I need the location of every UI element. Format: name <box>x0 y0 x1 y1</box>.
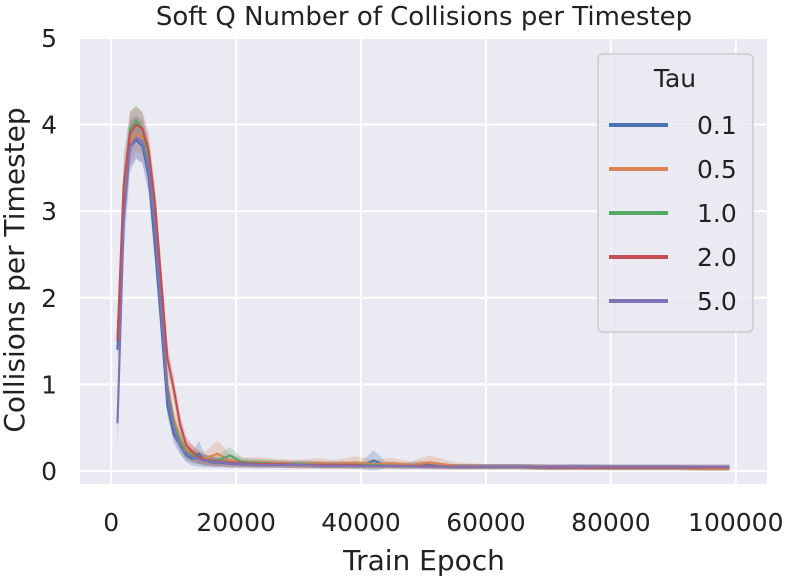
x-tick-label: 80000 <box>571 508 651 537</box>
x-tick-label: 60000 <box>446 508 526 537</box>
legend-label: 1.0 <box>697 199 737 228</box>
x-tick-label: 100000 <box>688 508 783 537</box>
chart-title: Soft Q Number of Collisions per Timestep <box>156 2 692 32</box>
legend-label: 0.1 <box>697 111 737 140</box>
legend-item-5.0[interactable]: 5.0 <box>609 287 737 316</box>
legend-title: Tau <box>653 64 696 93</box>
y-tick-label: 0 <box>41 457 57 486</box>
series-lines <box>116 119 730 470</box>
y-tick-label: 2 <box>41 284 57 313</box>
y-axis-title: Collisions per Timestep <box>0 107 31 432</box>
y-tick-label: 3 <box>41 197 57 226</box>
y-tick-labels: 0 1 2 3 4 5 <box>41 24 57 486</box>
x-tick-label: 0 <box>103 508 119 537</box>
legend-label: 0.5 <box>697 155 737 184</box>
y-tick-label: 5 <box>41 24 57 53</box>
legend-label: 2.0 <box>697 243 737 272</box>
x-tick-label: 20000 <box>196 508 276 537</box>
x-tick-labels: 0 20000 40000 60000 80000 100000 <box>103 508 783 537</box>
series-line-5.0 <box>116 136 730 468</box>
legend-item-2.0[interactable]: 2.0 <box>609 243 737 272</box>
legend[interactable]: Tau 0.1 0.5 1.0 2.0 5.0 <box>597 53 754 333</box>
legend-item-0.5[interactable]: 0.5 <box>609 155 737 184</box>
legend-item-0.1[interactable]: 0.1 <box>609 111 737 140</box>
legend-item-1.0[interactable]: 1.0 <box>609 199 737 228</box>
y-tick-label: 1 <box>41 370 57 399</box>
x-axis-title: Train Epoch <box>342 544 505 577</box>
x-tick-label: 40000 <box>321 508 401 537</box>
legend-label: 5.0 <box>697 287 737 316</box>
y-tick-label: 4 <box>41 111 57 140</box>
